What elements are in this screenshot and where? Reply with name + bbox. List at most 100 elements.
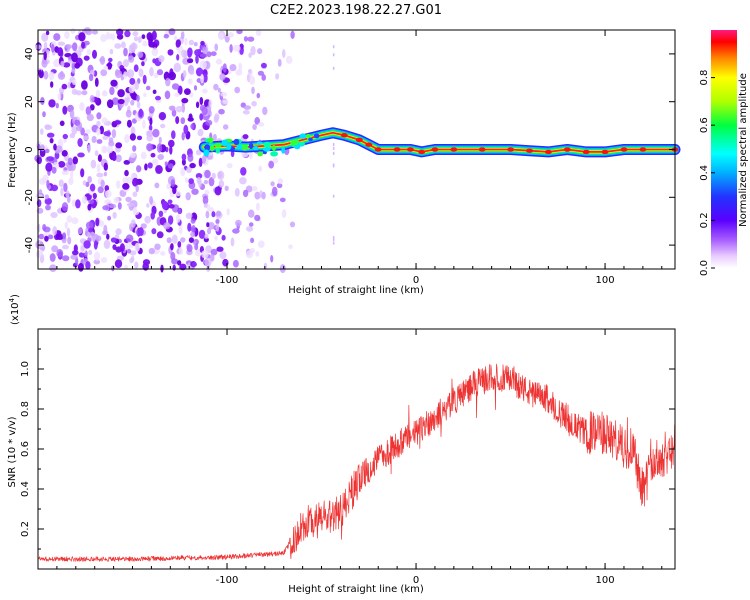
noise-blob (141, 61, 145, 67)
noise-blob (189, 162, 196, 169)
noise-blob (178, 224, 183, 235)
noise-blob (281, 209, 287, 218)
noise-blob (85, 181, 90, 187)
ridge-peak (639, 147, 647, 152)
noise-blob (210, 51, 217, 57)
ridge-blob (233, 138, 240, 146)
noise-blob (72, 42, 78, 52)
noise-blob (70, 28, 76, 34)
noise-blob (128, 85, 135, 94)
noise-blob (78, 32, 86, 42)
noise-blob (152, 128, 160, 138)
noise-blob (67, 157, 73, 166)
noise-blob (184, 177, 189, 183)
noise-blob (100, 69, 108, 77)
noise-blob (242, 110, 250, 115)
noise-blob (156, 231, 164, 239)
noise-blob (125, 196, 132, 203)
noise-blob (221, 234, 226, 241)
noise-blob (203, 179, 209, 185)
noise-blob (262, 106, 268, 116)
noise-blob (64, 221, 69, 230)
ridge-blob (281, 147, 286, 154)
noise-blob (190, 218, 196, 224)
noise-blob (147, 162, 153, 169)
noise-blob (46, 156, 54, 162)
noise-blob (56, 249, 64, 258)
noise-blob (124, 30, 131, 38)
noise-blob (52, 226, 58, 236)
noise-blob (186, 166, 192, 173)
noise-blob (85, 129, 91, 135)
ridge-peak (418, 149, 426, 155)
noise-blob (112, 211, 117, 219)
noise-blob (36, 156, 42, 165)
y-tick-label: 40 (24, 48, 35, 61)
noise-blob (241, 151, 249, 158)
noise-blob (197, 48, 202, 56)
noise-blob (255, 251, 260, 257)
noise-blob (171, 130, 176, 140)
ridge-blob (313, 133, 320, 139)
noise-blob (217, 87, 221, 93)
noise-blob (45, 30, 50, 36)
noise-blob (133, 64, 139, 72)
noise-blob (332, 45, 335, 49)
noise-blob (41, 58, 48, 68)
noise-blob (103, 65, 109, 71)
ridge-peak (507, 147, 515, 152)
noise-blob (58, 207, 62, 214)
noise-blob (160, 251, 166, 256)
noise-blob (214, 186, 222, 196)
noise-blob (167, 163, 174, 169)
noise-blob (82, 180, 87, 186)
noise-blob (57, 47, 64, 57)
noise-blob (115, 142, 123, 149)
noise-blob (154, 243, 161, 250)
noise-blob (111, 97, 120, 105)
x-tick-label: 100 (596, 575, 615, 586)
noise-blob (104, 185, 110, 192)
noise-blob (61, 255, 70, 262)
colorbar-gradient (711, 30, 737, 268)
noise-blob (213, 83, 219, 91)
noise-blob (117, 98, 125, 105)
noise-blob (77, 262, 84, 272)
noise-blob (69, 133, 76, 139)
y-tick-label: 20 (24, 95, 35, 108)
noise-blob (177, 241, 182, 248)
x-tick-label: -100 (216, 275, 239, 286)
noise-blob (270, 255, 274, 263)
noise-blob (123, 47, 128, 57)
figure-title: C2E2.2023.198.22.27.G01 (270, 3, 442, 18)
noise-blob (129, 77, 136, 85)
noise-blob (254, 214, 261, 222)
noise-blob (107, 33, 113, 40)
noise-blob (247, 36, 255, 42)
noise-blob (83, 135, 90, 141)
noise-blob (286, 55, 293, 64)
noise-blob (247, 209, 255, 218)
noise-blob (149, 117, 153, 126)
colorbar-tick-label: 0.2 (699, 212, 710, 228)
noise-blob (188, 237, 194, 244)
noise-blob (208, 177, 215, 187)
noise-blob (184, 88, 191, 95)
noise-blob (195, 101, 200, 109)
noise-blob (214, 113, 220, 121)
noise-blob (71, 61, 76, 71)
noise-blob (174, 92, 180, 97)
noise-blob (149, 67, 154, 77)
noise-blob (200, 40, 205, 46)
ridge-peak (393, 147, 401, 152)
noise-blob (175, 190, 181, 197)
spectrogram-panel: -100 0 100 40 20 0 -20 -40 Height of straight l… (7, 27, 681, 296)
noise-blob (129, 152, 136, 159)
noise-blob (136, 165, 142, 173)
noise-blob (140, 151, 147, 160)
noise-blob (43, 70, 49, 80)
noise-blob (104, 199, 112, 205)
noise-blob (190, 231, 196, 238)
noise-blob (158, 210, 164, 217)
ridge-peak (544, 149, 552, 155)
